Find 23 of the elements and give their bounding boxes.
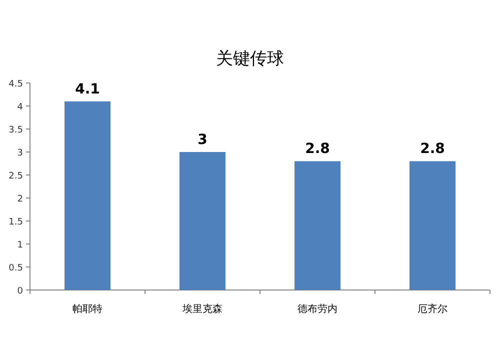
data-label: 3 <box>198 132 208 148</box>
chart-title: 关键传球 <box>216 49 284 69</box>
data-label: 2.8 <box>305 141 330 158</box>
y-tick-label: 0.5 <box>8 264 23 274</box>
bar <box>294 161 340 290</box>
y-tick-label: 3 <box>17 148 23 158</box>
bar <box>64 101 110 290</box>
y-tick-label: 1.5 <box>8 218 23 228</box>
x-tick-label: 埃里克森 <box>182 303 222 315</box>
y-tick-label: 3.5 <box>8 126 23 136</box>
y-tick-label: 2 <box>17 194 23 204</box>
data-label: 4.1 <box>75 81 100 98</box>
x-tick-label: 德布劳内 <box>298 303 338 315</box>
data-label: 2.8 <box>420 141 445 158</box>
y-tick-label: 1 <box>17 240 23 250</box>
bar <box>410 161 456 290</box>
bar <box>180 152 226 290</box>
x-tick-label: 帕耶特 <box>72 303 102 315</box>
y-tick-label: 0 <box>17 286 24 296</box>
x-tick-label: 厄齐尔 <box>418 303 448 315</box>
y-tick-label: 4.5 <box>8 80 23 90</box>
y-tick-label: 4 <box>17 102 24 112</box>
y-tick-label: 2.5 <box>8 172 23 182</box>
